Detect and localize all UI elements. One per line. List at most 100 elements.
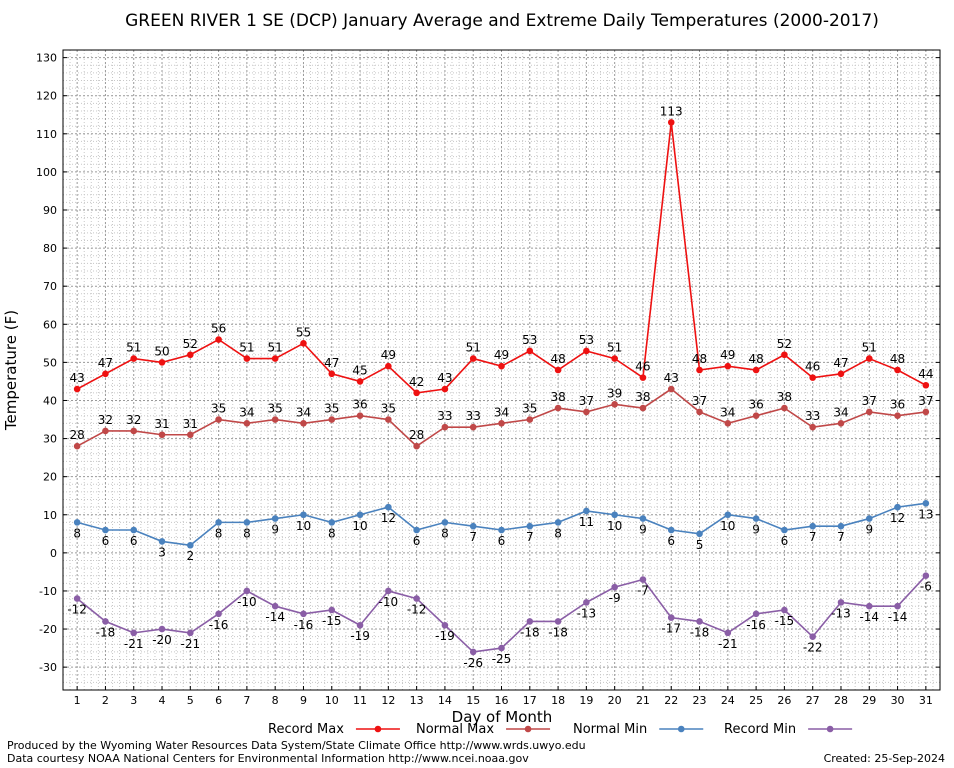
record-max-data-label: 48: [692, 352, 707, 366]
record-min-point: [187, 629, 194, 637]
normal-max-data-label: 34: [239, 405, 254, 419]
x-tick-label: 18: [551, 694, 565, 707]
normal-min-data-label: 12: [381, 511, 396, 525]
x-tick-label: 6: [215, 694, 222, 707]
record-max-point: [158, 359, 166, 366]
record-min-point: [441, 621, 449, 629]
record-min-data-label: -19: [350, 629, 370, 643]
y-axis-label: Temperature (F): [2, 310, 20, 431]
record-max-data-label: 52: [183, 337, 198, 351]
record-min-data-label: -15: [322, 614, 342, 628]
record-min-data-label: -19: [435, 629, 455, 643]
record-min-data-label: -26: [463, 656, 483, 670]
record-max-point: [356, 378, 364, 385]
x-tick-label: 17: [523, 694, 537, 707]
record-max-data-label: 53: [522, 333, 537, 347]
x-tick-label: 8: [272, 694, 279, 707]
normal-max-point: [752, 412, 760, 420]
normal-min-data-label: 10: [296, 519, 311, 533]
x-tick-label: 24: [721, 694, 735, 707]
normal-min-point: [300, 511, 307, 519]
normal-min-point: [385, 503, 392, 511]
normal-min-point: [837, 522, 845, 530]
normal-min-data-label: 9: [639, 523, 647, 537]
normal-max-point: [667, 385, 675, 393]
x-tick-label: 7: [243, 694, 250, 707]
normal-min-point: [187, 541, 194, 549]
y-tick-label: 20: [43, 471, 57, 484]
normal-max-point: [102, 427, 109, 435]
record-min-point: [639, 576, 647, 583]
normal-max-point: [130, 427, 138, 435]
x-tick-label: 26: [777, 694, 791, 707]
normal-max-data-label: 35: [381, 402, 396, 416]
normal-max-point: [271, 416, 279, 423]
normal-min-data-label: 9: [752, 523, 760, 537]
y-tick-label: -10: [39, 585, 57, 598]
legend-marker-record-min: [826, 725, 834, 733]
normal-max-data-label: 36: [352, 398, 367, 412]
normal-max-point: [781, 404, 788, 412]
x-tick-label: 13: [410, 694, 424, 707]
legend: Record Max Normal Max Normal Min Record Min: [268, 722, 853, 737]
record-max-point: [752, 366, 760, 374]
record-max-data-label: 48: [550, 352, 565, 366]
normal-min-point: [102, 526, 109, 534]
normal-min-point: [781, 526, 788, 534]
normal-max-point: [696, 408, 703, 416]
record-max-point: [781, 351, 788, 359]
x-tick-label: 27: [806, 694, 820, 707]
legend-marker-normal-min: [677, 725, 685, 733]
record-min-point: [243, 587, 251, 595]
legend-marker-record-max: [374, 725, 382, 733]
x-tick-label: 4: [159, 694, 166, 707]
normal-min-point: [328, 519, 336, 526]
normal-max-data-label: 43: [664, 371, 679, 385]
normal-max-data-label: 33: [437, 409, 452, 423]
record-max-point: [611, 355, 618, 362]
record-max-point: [894, 366, 901, 374]
chart-title: GREEN RIVER 1 SE (DCP) January Average a…: [125, 11, 879, 31]
normal-max-point: [639, 404, 647, 412]
record-min-point: [752, 610, 760, 618]
record-max-data-label: 49: [381, 348, 396, 362]
y-tick-label: 120: [36, 90, 57, 103]
y-tick-label: 100: [36, 166, 57, 179]
record-max-data-label: 46: [805, 360, 820, 374]
normal-max-point: [865, 408, 873, 416]
x-tick-label: 11: [353, 694, 367, 707]
record-max-point: [215, 336, 222, 343]
normal-min-data-label: 10: [720, 519, 735, 533]
normal-max-point: [385, 416, 392, 423]
record-max-point: [441, 385, 449, 393]
normal-max-data-label: 28: [70, 428, 85, 442]
x-tick-label: 30: [891, 694, 905, 707]
normal-max-point: [469, 423, 477, 431]
normal-max-point: [328, 416, 336, 423]
record-min-data-label: -18: [690, 625, 710, 639]
record-max-data-label: 45: [352, 363, 367, 377]
x-tick-label: 25: [749, 694, 763, 707]
normal-max-data-label: 38: [777, 390, 792, 404]
normal-min-data-label: 6: [781, 534, 789, 548]
legend-label-record-min: Record Min: [724, 722, 796, 737]
normal-min-point: [243, 519, 251, 526]
x-tick-label: 19: [579, 694, 593, 707]
record-max-data-label: 51: [607, 341, 622, 355]
record-max-data-label: 51: [239, 341, 254, 355]
normal-min-point: [922, 500, 930, 507]
normal-max-data-label: 31: [154, 417, 169, 431]
normal-min-data-label: 8: [328, 526, 336, 540]
record-min-data-label: -18: [520, 625, 540, 639]
x-tick-label: 5: [187, 694, 194, 707]
normal-max-point: [526, 416, 534, 423]
x-tick-label: 31: [919, 694, 933, 707]
normal-max-point: [441, 423, 449, 431]
normal-min-data-label: 2: [186, 549, 194, 563]
normal-max-data-label: 35: [324, 402, 339, 416]
record-max-point: [300, 340, 307, 347]
record-max-point: [865, 355, 873, 362]
normal-max-point: [215, 416, 222, 423]
record-min-data-label: -15: [775, 614, 795, 628]
